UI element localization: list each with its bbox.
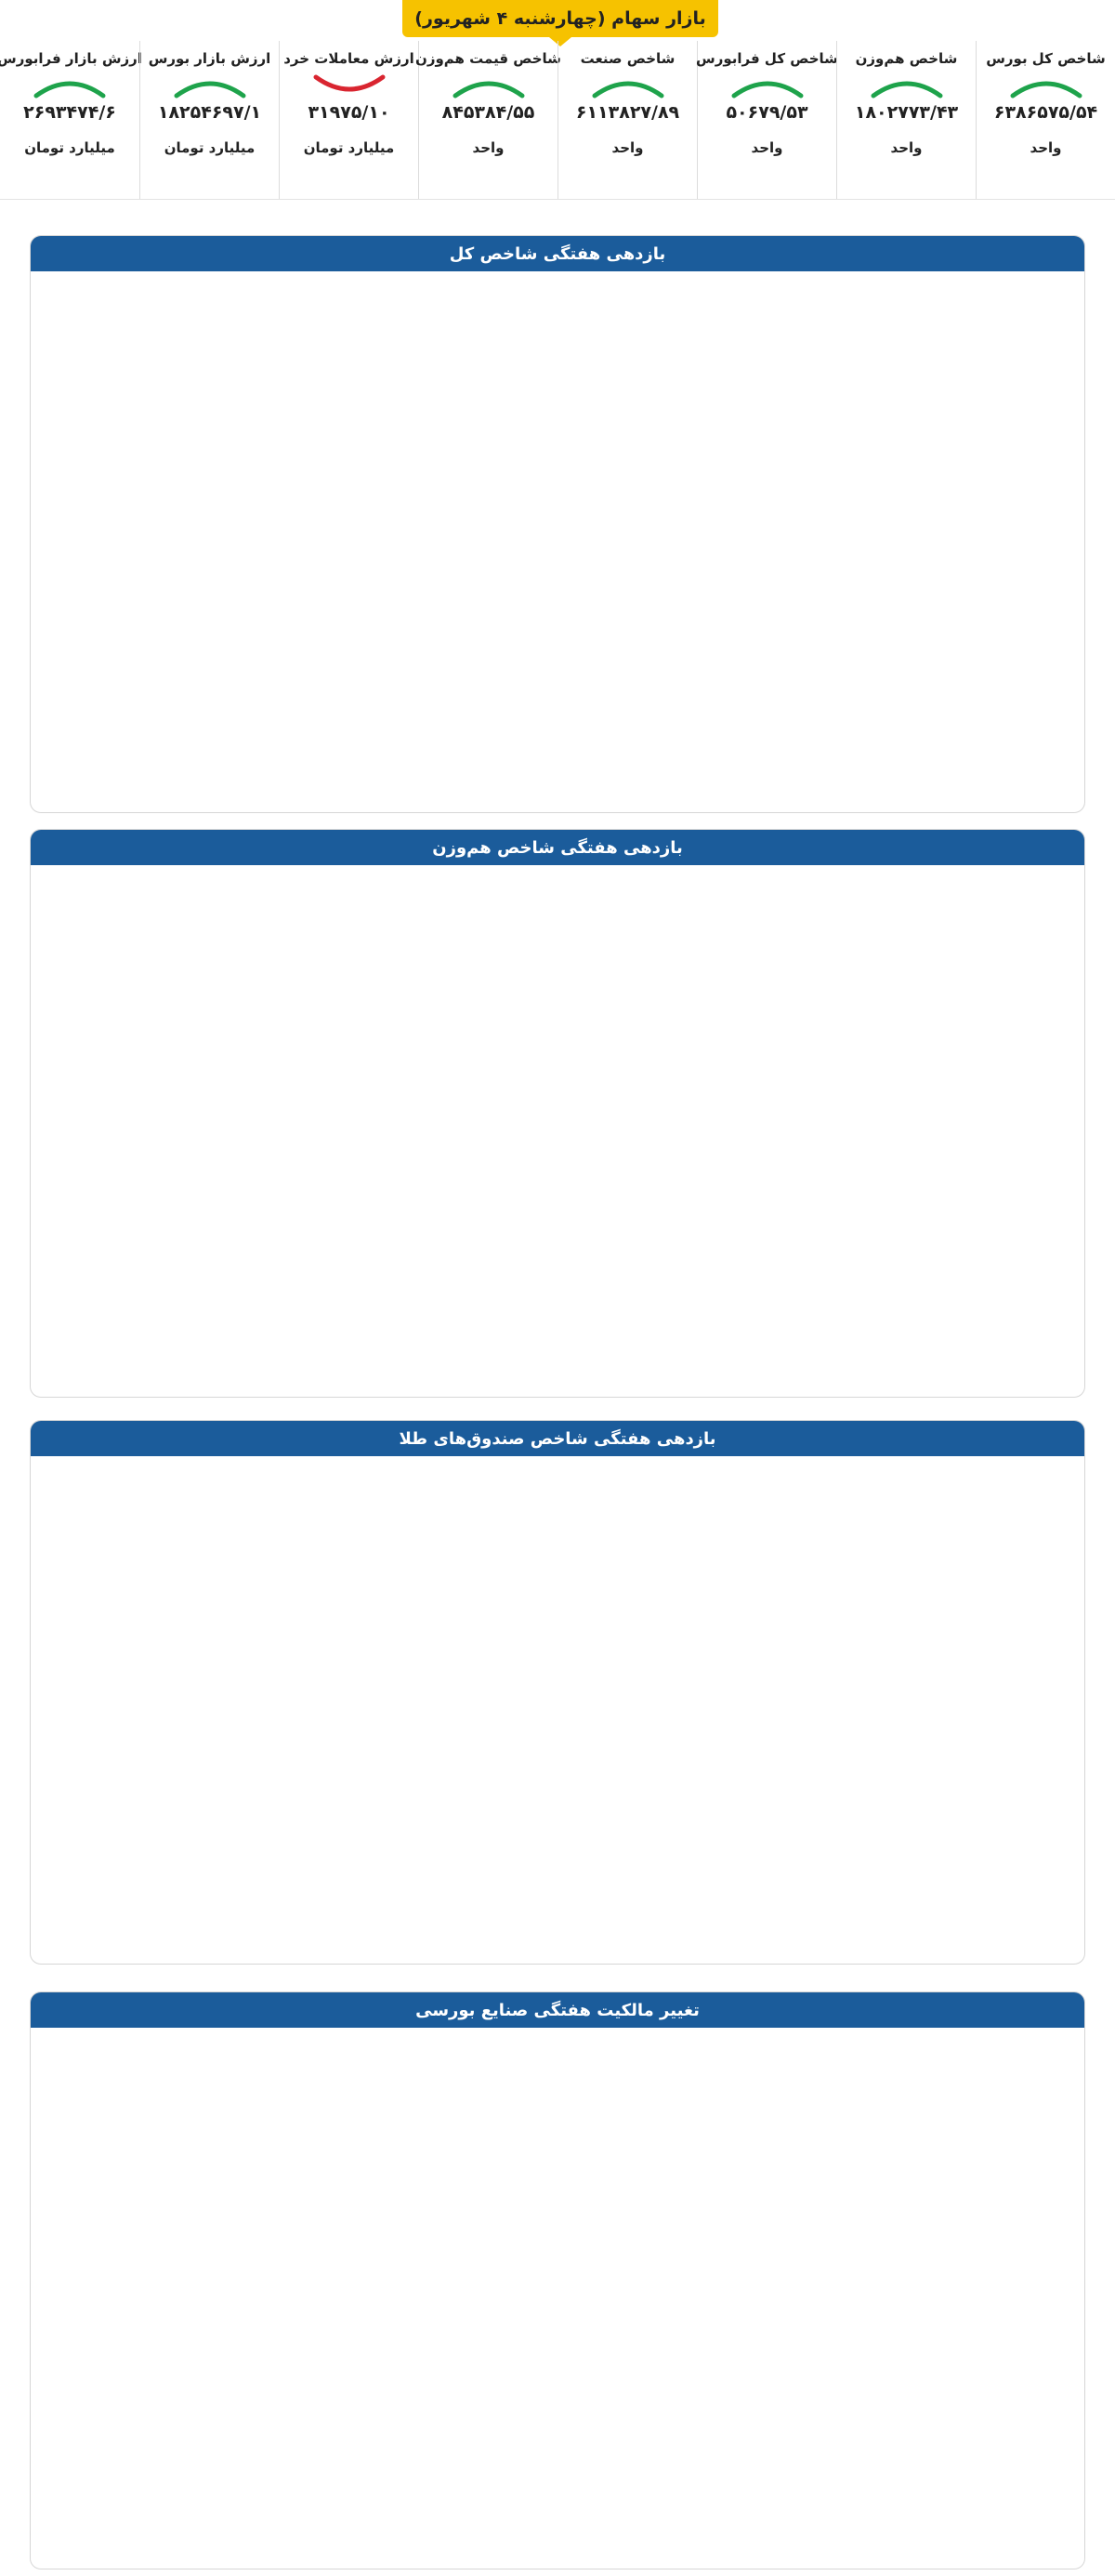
trend-arc	[33, 81, 106, 99]
indicator-value: ۱۸۲۵۴۶۹۷/۱	[157, 102, 262, 123]
trend-arc	[1010, 81, 1082, 99]
indicator: ارزش بازار بورس ۱۸۲۵۴۶۹۷/۱ میلیارد تومان	[139, 41, 279, 199]
chart-title: بازدهی هفتگی شاخص کل	[31, 236, 1084, 271]
indicator-value: ۳۱۹۷۵/۱۰	[308, 102, 390, 123]
trend-arc	[313, 74, 385, 92]
chart-panel: بازدهی هفتگی شاخص هم‌وزن	[30, 829, 1085, 1398]
indicator-row: شاخص کل بورس ۶۳۸۶۵۷۵/۵۴ واحد شاخص هم‌وزن ۱۸۰…	[0, 41, 1115, 200]
chart-panel: بازدهی هفتگی شاخص صندوق‌های طلا	[30, 1420, 1085, 1965]
trend-icon	[871, 81, 942, 99]
indicator: شاخص کل بورس ۶۳۸۶۵۷۵/۵۴ واحد	[976, 41, 1115, 199]
chart-panel: بازدهی هفتگی شاخص کل	[30, 235, 1085, 813]
indicator-unit: واحد	[472, 139, 505, 156]
trend-arc	[731, 81, 803, 99]
chart-title: بازدهی هفتگی شاخص صندوق‌های طلا	[31, 1421, 1084, 1456]
trend-arc	[871, 81, 942, 99]
indicator-label: شاخص صنعت	[580, 50, 676, 67]
chart-panel: تغییر مالکیت هفتگی صنایع بورسی	[30, 1991, 1085, 2569]
indicator: ارزش معاملات خرد ۳۱۹۷۵/۱۰ میلیارد تومان	[279, 41, 418, 199]
indicator-unit: میلیارد تومان	[303, 139, 395, 156]
indicator: شاخص کل فرابورس ۵۰۶۷۹/۵۳ واحد	[696, 41, 838, 199]
trend-icon	[174, 81, 245, 99]
trend-arc	[592, 81, 663, 99]
header-title: بازار سهام (چهارشنبه ۴ شهریور)	[402, 0, 718, 37]
indicator: شاخص هم‌وزن ۱۸۰۲۷۷۳/۴۳ واحد	[836, 41, 976, 199]
trend-icon	[313, 74, 385, 92]
trend-arc	[453, 81, 524, 99]
indicator-label: ارزش بازار بورس	[148, 50, 271, 67]
indicator-label: شاخص کل فرابورس	[696, 50, 838, 67]
indicator-label: شاخص هم‌وزن	[855, 50, 958, 67]
indicator: شاخص صنعت ۶۱۱۳۸۲۷/۸۹ واحد	[558, 41, 697, 199]
trend-icon	[731, 81, 803, 99]
indicator-unit: میلیارد تومان	[24, 139, 115, 156]
indicator-value: ۶۱۱۳۸۲۷/۸۹	[575, 102, 680, 123]
indicator-unit: واحد	[751, 139, 783, 156]
trend-icon	[33, 81, 106, 99]
indicator-label: ارزش معاملات خرد	[283, 50, 414, 67]
trend-icon	[453, 81, 524, 99]
trend-icon	[592, 81, 663, 99]
indicator-value: ۸۴۵۳۸۴/۵۵	[441, 102, 535, 123]
indicator-value: ۶۳۸۶۵۷۵/۵۴	[993, 102, 1098, 123]
indicator-value: ۱۸۰۲۷۷۳/۴۳	[854, 102, 959, 123]
indicator-label: شاخص قیمت هم‌وزن	[415, 50, 561, 67]
chart-title: بازدهی هفتگی شاخص هم‌وزن	[31, 830, 1084, 865]
chart-title: تغییر مالکیت هفتگی صنایع بورسی	[31, 1992, 1084, 2028]
indicator-unit: واحد	[611, 139, 644, 156]
trend-arc	[174, 81, 245, 99]
indicator-value: ۵۰۶۷۹/۵۳	[726, 102, 808, 123]
indicator: ارزش بازار فرابورس ۲۶۹۳۴۷۴/۶ میلیارد تومان	[0, 41, 142, 199]
indicator-unit: واحد	[890, 139, 923, 156]
indicator-unit: میلیارد تومان	[164, 139, 256, 156]
header-notch	[549, 37, 571, 46]
indicator-unit: واحد	[1030, 139, 1062, 156]
indicator-value: ۲۶۹۳۴۷۴/۶	[23, 102, 116, 123]
indicator-label: ارزش بازار فرابورس	[0, 50, 142, 67]
trend-icon	[1010, 81, 1082, 99]
indicator: شاخص قیمت هم‌وزن ۸۴۵۳۸۴/۵۵ واحد	[415, 41, 561, 199]
indicator-label: شاخص کل بورس	[986, 50, 1106, 67]
